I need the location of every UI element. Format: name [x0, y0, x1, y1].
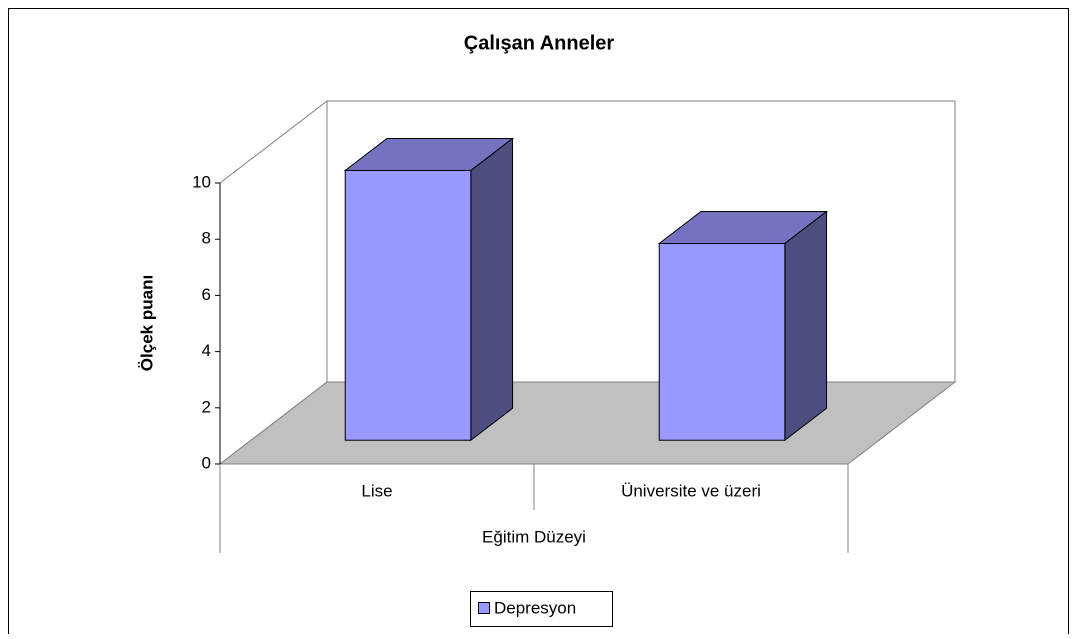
legend-swatch [478, 602, 490, 614]
y-tick-label: 6 [202, 285, 211, 304]
bar [344, 169, 472, 441]
bar [658, 243, 786, 441]
x-axis-label: Eğitim Düzeyi [482, 527, 586, 546]
y-tick-label: 4 [202, 341, 211, 360]
y-tick-label: 8 [202, 229, 211, 248]
y-tick-label: 0 [202, 453, 211, 472]
x-tick-label: Üniversite ve üzeri [621, 481, 761, 500]
y-tick-label: 2 [202, 397, 211, 416]
floor [218, 381, 957, 465]
x-tick-label: Lise [361, 481, 392, 500]
y-axis-label: Ölçek puanı [137, 275, 156, 371]
y-tick-label: 10 [192, 172, 211, 191]
chart-title: Çalışan Anneler [464, 32, 615, 54]
bar-side [784, 210, 828, 442]
legend-box [470, 591, 613, 627]
bar-side [470, 137, 514, 442]
legend-label: Depresyon [494, 598, 576, 617]
